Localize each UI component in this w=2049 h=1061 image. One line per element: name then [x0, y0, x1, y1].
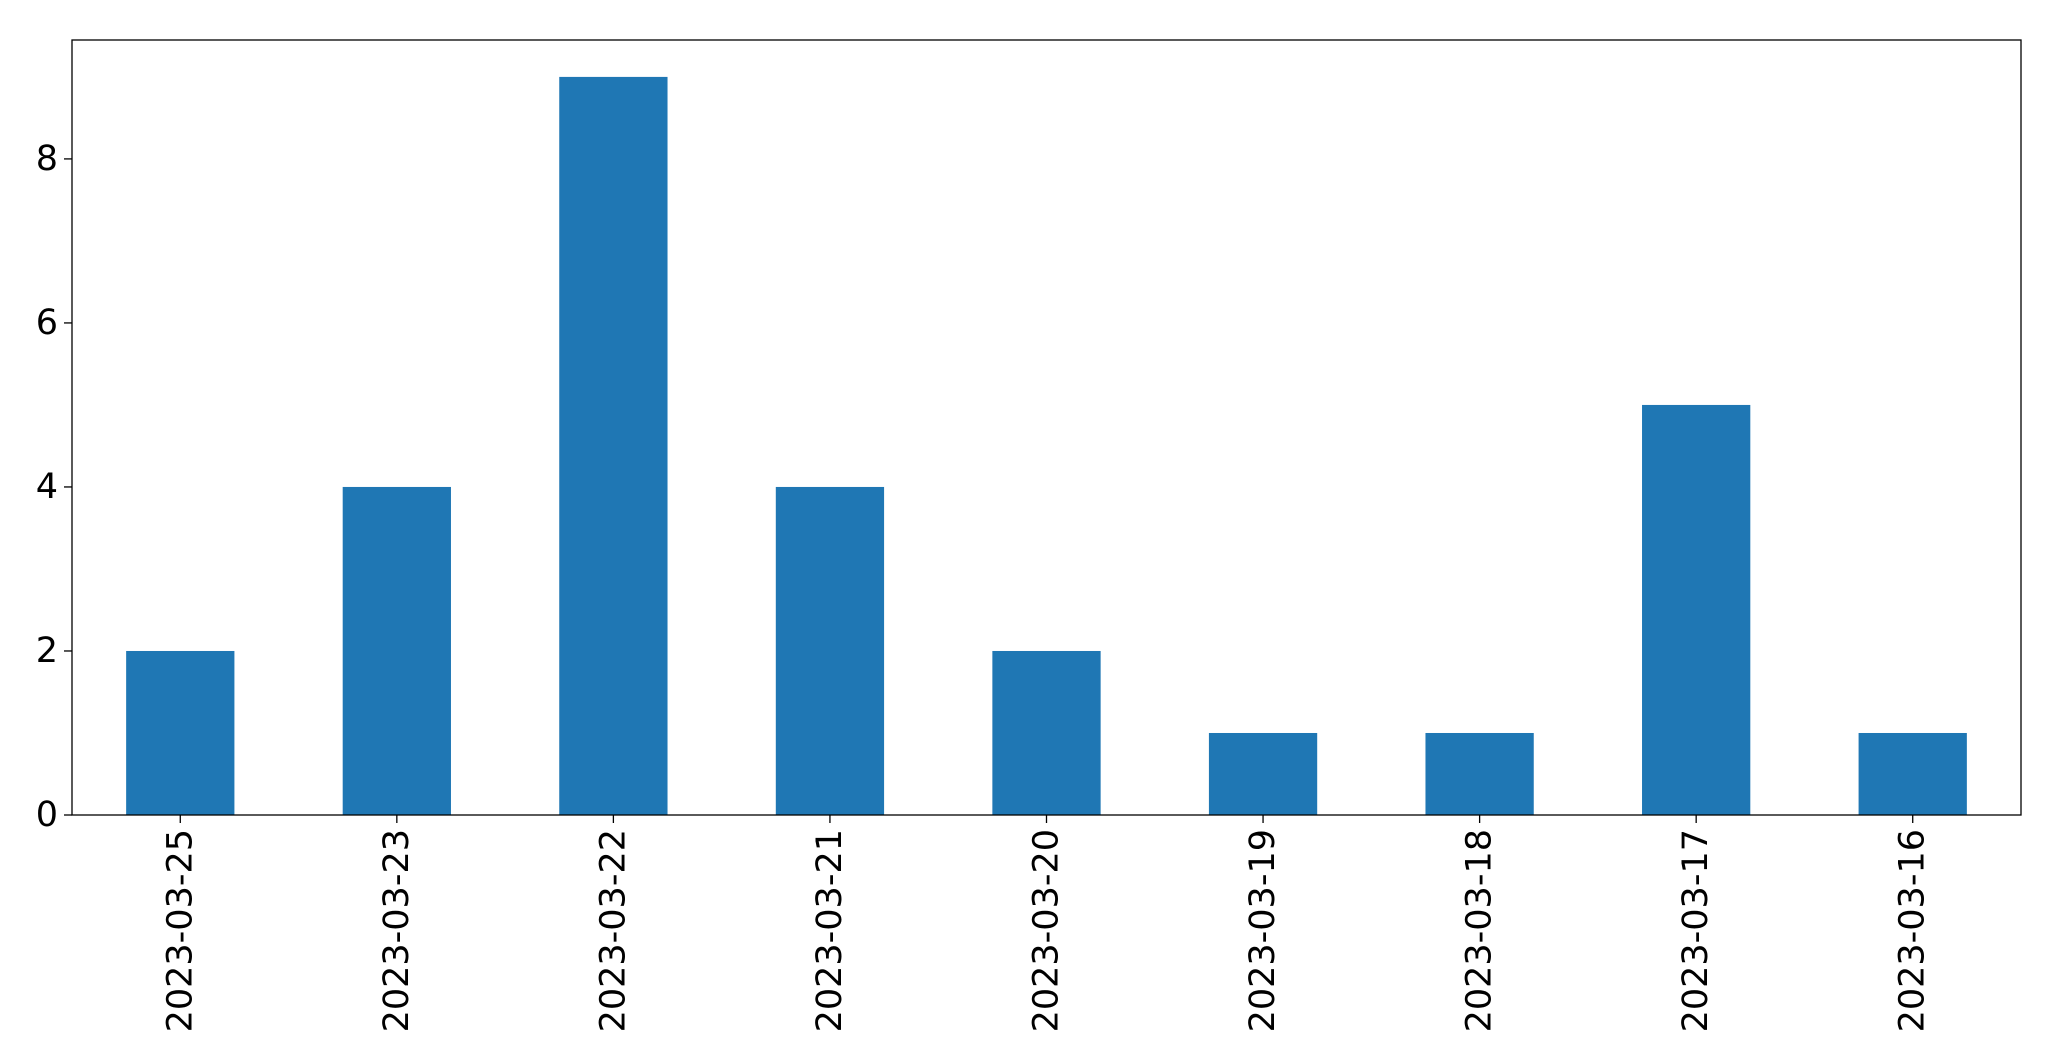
x-tick-label: 2023-03-16: [1893, 829, 1933, 1032]
y-tick-label: 4: [36, 467, 58, 507]
y-tick-label: 0: [36, 795, 58, 835]
y-axis: 0 2 4 6 8: [36, 139, 72, 835]
x-tick-label: 2023-03-23: [377, 829, 417, 1032]
x-tick-label: 2023-03-22: [593, 829, 633, 1032]
x-tick-label: 2023-03-20: [1027, 829, 1067, 1032]
bar-2023-03-23: [342, 486, 451, 815]
bar-2023-03-16: [1858, 732, 1967, 815]
x-tick-label: 2023-03-21: [810, 829, 850, 1032]
y-tick-label: 8: [36, 139, 58, 179]
x-tick-label: 2023-03-18: [1460, 829, 1500, 1032]
x-axis: 2023-03-25 2023-03-23 2023-03-22 2023-03-21…: [160, 815, 1933, 1032]
x-tick-label: 2023-03-17: [1676, 829, 1716, 1032]
bar-2023-03-17: [1642, 404, 1751, 815]
y-tick-label: 2: [36, 631, 58, 671]
x-tick-label: 2023-03-25: [160, 829, 200, 1032]
bar-2023-03-21: [775, 486, 885, 815]
bar-2023-03-18: [1425, 732, 1534, 815]
y-tick-label: 6: [36, 303, 58, 343]
bar-2023-03-25: [126, 650, 235, 815]
bar-2023-03-19: [1208, 732, 1318, 815]
bar-2023-03-20: [992, 650, 1101, 815]
plot-frame: [71, 39, 2022, 816]
bars-group: [126, 76, 1967, 815]
x-tick-label: 2023-03-19: [1243, 829, 1283, 1032]
bar-2023-03-22: [559, 76, 668, 815]
